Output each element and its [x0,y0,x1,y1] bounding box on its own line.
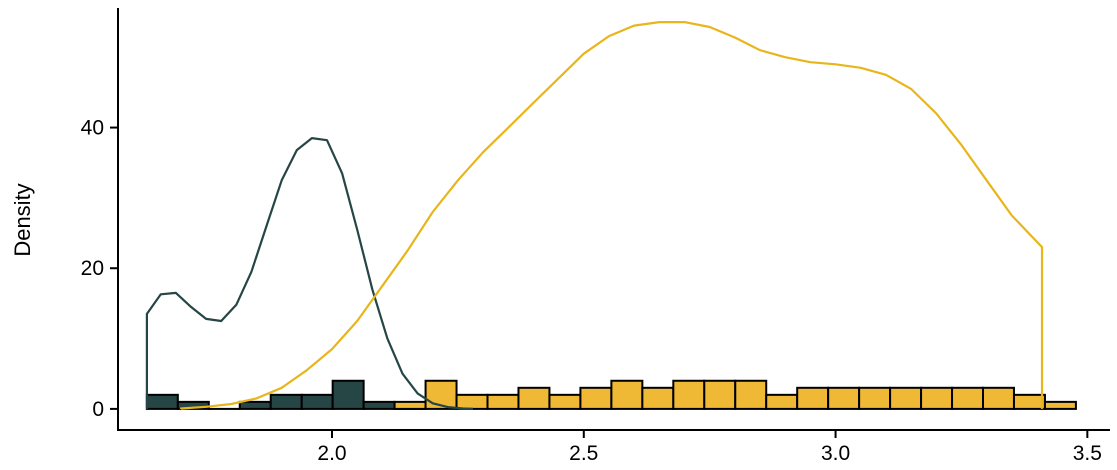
x-tick-label: 2.0 [317,442,346,465]
histogram-series-1 [393,379,1077,410]
histogram-bar [827,386,861,410]
plot-area [145,21,1077,410]
histogram-bar [548,393,582,410]
histogram-bar [300,393,334,410]
x-tick-label: 3.0 [821,442,850,465]
histogram-bar [1043,400,1077,410]
histogram-series-0 [145,379,427,410]
histogram-bar [517,386,551,410]
x-tick-label: 3.5 [1073,442,1102,465]
histogram-bar [889,386,923,410]
histogram-bar [176,400,210,410]
histogram-bar [703,379,737,410]
histogram-bar [672,379,706,410]
histogram-bar [796,386,830,410]
y-tick-label: 0 [92,398,104,421]
histogram-bar [734,379,768,410]
x-tick-label: 2.5 [569,442,598,465]
histogram-bar [951,386,985,410]
histogram-bar [579,386,613,410]
histogram-bar [486,393,520,410]
histogram-bar [858,386,892,410]
density-line-1 [179,21,1044,410]
density-line-0 [145,137,474,410]
histogram-bar [765,393,799,410]
histogram-bar [238,400,272,410]
histogram-bar [920,386,954,410]
histogram-bar [145,393,179,410]
y-tick-label: 20 [81,257,104,280]
y-axis-title: Density [10,183,35,256]
histogram-bar [455,393,489,410]
y-tick-label: 40 [81,117,104,140]
x-axis-ticks: 2.0 2.5 3.0 3.5 [317,430,1102,465]
y-axis-ticks: 0 20 40 [81,117,118,421]
histogram-bar [331,379,365,410]
histogram-bar [1012,393,1046,410]
histogram-bar [362,400,396,410]
histogram-bar [269,393,303,410]
histogram-bar [393,400,427,410]
histogram-bar [982,386,1015,410]
histogram-bar [610,379,644,410]
histogram-bar [641,386,675,410]
